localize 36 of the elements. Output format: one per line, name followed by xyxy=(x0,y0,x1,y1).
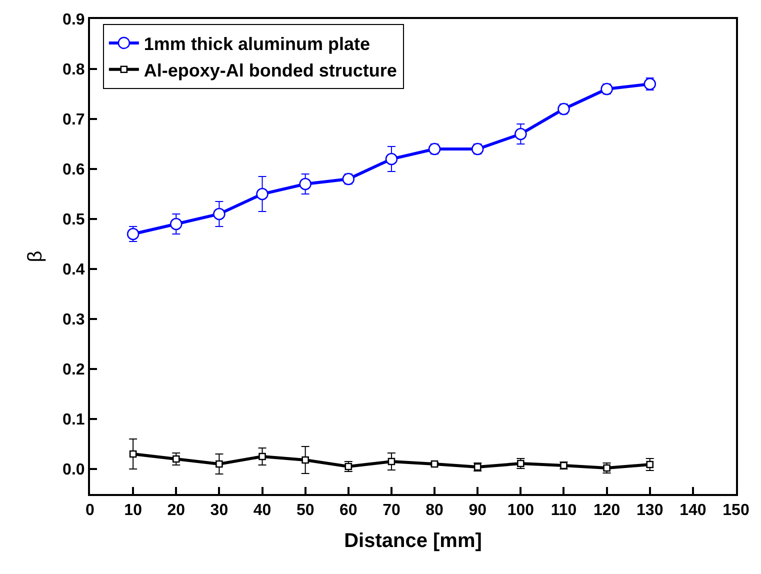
x-axis-title: Distance [mm] xyxy=(344,530,482,552)
y-tick-label: 0.4 xyxy=(62,262,85,279)
y-tick-label: 0.7 xyxy=(62,112,85,129)
point xyxy=(170,218,182,230)
x-tick-label: 20 xyxy=(167,502,186,520)
x-tick-label: 50 xyxy=(296,502,314,520)
y-axis-title: β xyxy=(24,250,47,262)
point xyxy=(514,128,527,140)
y-tick-label: 0.5 xyxy=(62,212,85,229)
x-tick-label: 60 xyxy=(340,502,358,520)
point xyxy=(213,208,226,220)
x-tick-label: 90 xyxy=(468,502,487,520)
y-tick-label: 0.2 xyxy=(62,362,85,379)
x-tick-label: 40 xyxy=(253,502,272,520)
y-tick-label: 0.3 xyxy=(62,312,85,329)
legend-label: 1mm thick aluminum plate xyxy=(144,34,370,54)
x-tick-label: 70 xyxy=(382,502,400,520)
point xyxy=(256,188,268,200)
y-tick-label: 0.9 xyxy=(62,12,85,29)
x-tick-label: 80 xyxy=(426,502,444,520)
y-tick-label: 0.1 xyxy=(62,412,85,429)
y-tick-label: 0.8 xyxy=(62,62,85,79)
point xyxy=(385,152,398,166)
point xyxy=(299,178,312,190)
x-tick-label: 0 xyxy=(86,502,95,520)
x-tick-label: 150 xyxy=(722,502,750,520)
x-tick-label: 120 xyxy=(593,502,620,520)
legend-label: Al-epoxy-Al bonded structure xyxy=(144,60,397,80)
y-tick-label: 0.0 xyxy=(62,462,85,479)
x-tick-label: 110 xyxy=(550,502,577,520)
x-tick-label: 140 xyxy=(680,502,706,520)
x-tick-label: 10 xyxy=(124,502,142,520)
x-tick-label: 30 xyxy=(210,502,228,520)
x-tick-label: 130 xyxy=(636,502,664,520)
x-tick-label: 100 xyxy=(507,502,534,520)
y-tick-label: 0.6 xyxy=(62,162,85,179)
